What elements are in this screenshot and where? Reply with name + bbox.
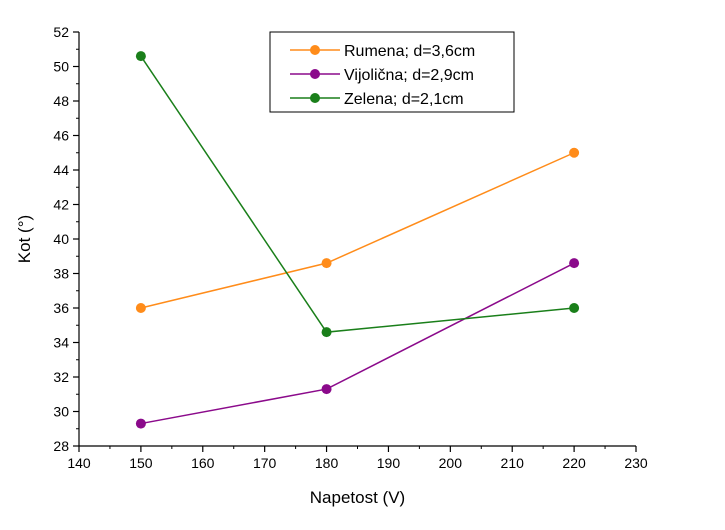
y-axis-title: Kot (°) <box>15 215 34 263</box>
legend: Rumena; d=3,6cm Vijolična; d=2,9cm Zelena;… <box>269 31 515 113</box>
legend-entry: Zelena; d=2,1cm <box>290 91 464 108</box>
series-0 <box>135 147 580 313</box>
data-point <box>321 327 332 338</box>
y-tick-label: 40 <box>53 231 69 247</box>
y-tick-label: 42 <box>53 197 69 213</box>
legend-marker <box>310 45 320 55</box>
x-tick-label: 190 <box>377 455 401 471</box>
x-tick-label: 220 <box>562 455 586 471</box>
series-line <box>140 152 575 309</box>
y-tick-label: 46 <box>53 128 69 144</box>
y-tick-label: 44 <box>53 162 69 178</box>
series-2 <box>135 51 580 338</box>
x-tick-label: 200 <box>439 455 463 471</box>
data-point <box>321 384 332 395</box>
x-tick-label: 230 <box>624 455 648 471</box>
x-tick-label: 210 <box>501 455 525 471</box>
y-tick-label: 50 <box>53 59 69 75</box>
legend-entry: Vijolična; d=2,9cm <box>290 67 474 84</box>
legend-marker <box>310 69 320 79</box>
data-point <box>569 303 580 313</box>
data-point <box>569 147 580 158</box>
x-axis-title: Napetost (V) <box>310 488 405 507</box>
y-tick-label: 38 <box>53 266 69 282</box>
series-1 <box>135 258 580 429</box>
x-tick-label: 150 <box>129 455 153 471</box>
data-point <box>135 51 146 62</box>
y-tick-label: 30 <box>53 404 69 420</box>
x-tick-label: 170 <box>253 455 277 471</box>
y-tick-label: 34 <box>53 335 69 351</box>
data-point <box>135 303 146 313</box>
y-tick-label: 48 <box>53 93 69 109</box>
y-tick-label: 36 <box>53 300 69 316</box>
x-tick-label: 160 <box>191 455 215 471</box>
y-tick-label: 28 <box>53 438 69 454</box>
legend-marker <box>310 93 320 103</box>
legend-label: Zelena; d=2,1cm <box>344 91 464 108</box>
data-point <box>135 418 146 429</box>
data-point <box>569 258 580 269</box>
y-tick-label: 32 <box>53 369 69 385</box>
data-point <box>321 258 332 269</box>
y-tick-label: 52 <box>53 24 69 40</box>
x-axis-ticks: 140 150 160 170 180 190 200 210 220 230 <box>67 446 648 471</box>
legend-entry: Rumena; d=3,6cm <box>290 43 475 60</box>
series-layer <box>135 51 580 429</box>
legend-label: Rumena; d=3,6cm <box>344 43 475 60</box>
series-line <box>140 262 575 425</box>
y-axis-ticks: 28 30 32 34 36 38 40 42 44 46 48 50 52 <box>53 24 79 454</box>
x-tick-label: 180 <box>315 455 339 471</box>
x-tick-label: 140 <box>67 455 91 471</box>
legend-label: Vijolična; d=2,9cm <box>344 67 474 84</box>
